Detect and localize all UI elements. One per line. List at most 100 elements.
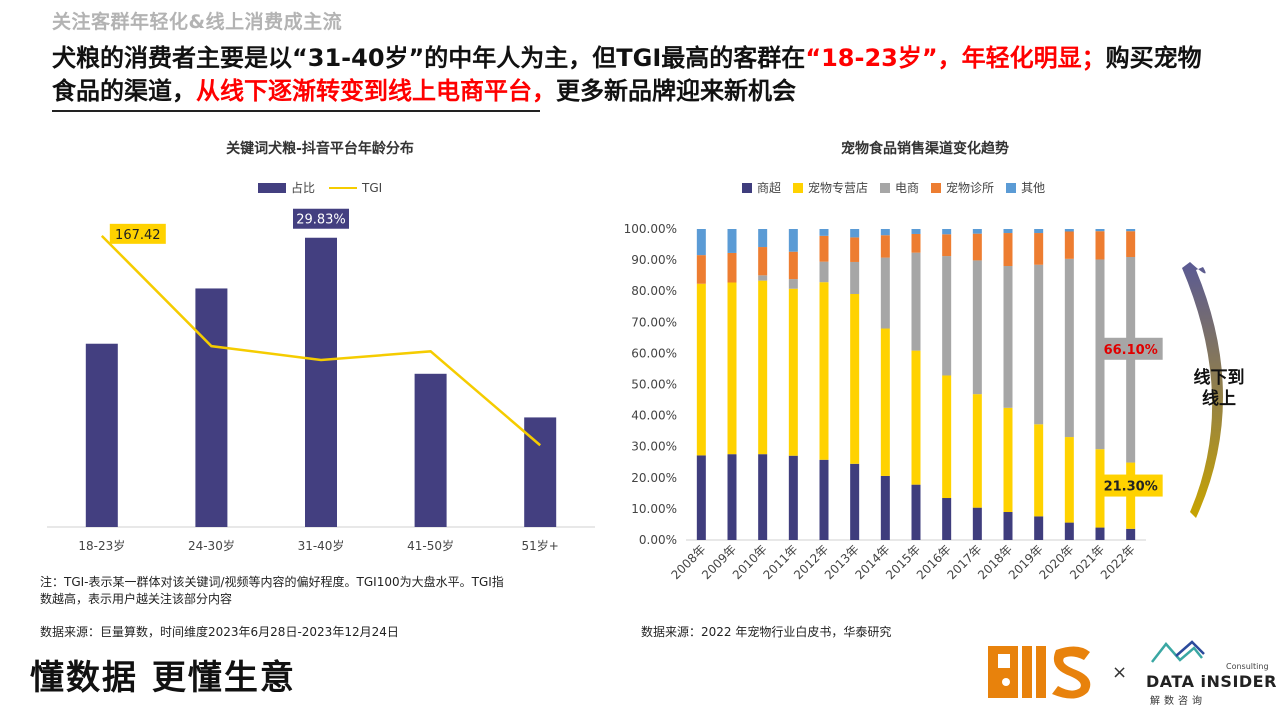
y-tick-label: 50.00% (631, 378, 677, 392)
headline-segment: 更多新品牌迎来新机会 (556, 77, 796, 105)
y-tick-label: 60.00% (631, 346, 677, 360)
stack-其他-2010年 (758, 229, 768, 248)
y-tick-label: 30.00% (631, 440, 677, 454)
stack-其他-2011年 (788, 229, 798, 252)
left-chart-legend: 占比 TGI (258, 179, 382, 196)
stack-其他-2009年 (727, 229, 737, 253)
stack-其他-2018年 (1003, 229, 1013, 234)
stack-商超-2011年 (788, 455, 798, 540)
legend-swatch (880, 182, 891, 193)
stack-宠物专营店-2014年 (880, 328, 890, 476)
pis-logo (988, 646, 1091, 699)
stack-商超-2015年 (911, 484, 921, 540)
stack-商超-2021年 (1095, 527, 1105, 540)
stack-其他-2016年 (942, 229, 952, 235)
stack-宠物专营店-2009年 (727, 282, 737, 455)
stack-宠物诊所-2022年 (1126, 231, 1136, 257)
stack-宠物专营店-2010年 (758, 280, 768, 455)
y-tick-label: 10.00% (631, 502, 677, 516)
stack-电商-2019年 (1034, 264, 1044, 425)
right-chart-source: 数据来源：2022 年宠物行业白皮书，华泰研究 (641, 625, 892, 639)
bar-41-50岁 (414, 373, 447, 527)
bar-18-23岁 (85, 343, 118, 527)
annotation-text: 线上 (1202, 388, 1236, 409)
stack-宠物诊所-2018年 (1003, 233, 1013, 267)
data-label-box (1098, 337, 1163, 360)
legend-item-电商: 电商 (880, 179, 919, 196)
stack-其他-2012年 (819, 229, 829, 236)
stack-电商-2014年 (880, 257, 890, 329)
bar-24-30岁 (195, 288, 228, 527)
slogan: 懂数据 更懂生意 (30, 658, 296, 698)
stack-其他-2008年 (696, 229, 706, 256)
stack-宠物诊所-2015年 (911, 233, 921, 253)
stack-宠物专营店-2012年 (819, 282, 829, 460)
stack-电商-2010年 (758, 275, 768, 281)
stack-宠物专营店-2015年 (911, 350, 921, 485)
stack-宠物诊所-2017年 (972, 233, 982, 261)
legend-item-bar: 占比 (258, 179, 315, 196)
curved-arrow (1182, 262, 1223, 518)
data-label: 66.10% (1104, 343, 1158, 358)
stack-其他-2021年 (1095, 229, 1105, 232)
stack-其他-2022年 (1126, 229, 1136, 232)
stack-电商-2016年 (942, 256, 952, 376)
y-tick-label: 70.00% (631, 315, 677, 329)
data-insider-logo (1151, 640, 1205, 663)
stack-商超-2010年 (758, 454, 768, 540)
data-label-box (293, 208, 349, 229)
stack-宠物专营店-2013年 (850, 293, 860, 464)
tgi-note: 注：TGI-表示某一群体对该关键词/视频等内容的偏好程度。TGI100为大盘水平… (40, 575, 504, 606)
stack-宠物专营店-2017年 (972, 394, 982, 508)
legend-label-bar: 占比 (291, 181, 316, 195)
stack-其他-2017年 (972, 229, 982, 234)
section-title: 关注客群年轻化&线上消费成主流 (52, 11, 343, 33)
stack-宠物诊所-2013年 (850, 237, 860, 262)
headline: 犬粮的消费者主要是以“31-40岁”的中年人为主，但TGI最高的客群在“18-2… (52, 42, 1212, 108)
stack-宠物诊所-2014年 (880, 235, 890, 258)
stack-宠物诊所-2012年 (819, 235, 829, 262)
headline-underline (52, 110, 540, 112)
right-chart-legend: 商超 宠物专营店 电商 宠物诊所 其他 (742, 179, 1045, 196)
stack-商超-2019年 (1034, 516, 1044, 540)
x-tick-label: 18-23岁 (78, 538, 125, 553)
stack-商超-2013年 (850, 463, 860, 540)
x-tick-label: 51岁+ (522, 538, 559, 553)
stack-其他-2019年 (1034, 229, 1044, 234)
stack-其他-2015年 (911, 229, 921, 234)
legend-swatch (793, 182, 804, 193)
stack-宠物专营店-2019年 (1034, 424, 1044, 517)
bar-51岁+ (524, 417, 557, 527)
headline-segment: 犬粮的消费者主要是以“31-40岁”的中年人为主，但TGI最高的客群在 (52, 44, 806, 72)
legend-item-其他: 其他 (1006, 179, 1045, 196)
legend-swatch-bar (258, 182, 286, 193)
stack-商超-2018年 (1003, 512, 1013, 540)
data-label: 29.83% (296, 213, 346, 228)
stack-其他-2013年 (850, 229, 860, 238)
legend-swatch (931, 182, 942, 193)
stack-宠物专营店-2011年 (788, 288, 798, 456)
stack-其他-2020年 (1064, 229, 1074, 232)
legend-swatch-line (329, 186, 358, 189)
stack-电商-2020年 (1064, 258, 1074, 438)
stack-宠物诊所-2011年 (788, 251, 798, 280)
data-label-box (109, 223, 166, 244)
bar-31-40岁 (305, 237, 337, 528)
stack-电商-2018年 (1003, 266, 1013, 408)
legend-label: 商超 (757, 181, 782, 195)
stack-电商-2013年 (850, 261, 860, 294)
legend-item-line: TGI (329, 181, 382, 195)
stack-商超-2012年 (819, 459, 829, 540)
y-tick-label: 20.00% (631, 471, 677, 485)
legend-label: 宠物诊所 (946, 181, 995, 195)
stack-电商-2011年 (788, 279, 798, 289)
stack-宠物诊所-2016年 (942, 234, 952, 257)
x-tick-label: 24-30岁 (188, 538, 235, 553)
stack-宠物专营店-2008年 (696, 283, 706, 456)
stack-商超-2008年 (696, 455, 706, 540)
stack-宠物诊所-2021年 (1095, 231, 1105, 260)
legend-item-商超: 商超 (742, 179, 781, 196)
stack-商超-2022年 (1126, 528, 1136, 540)
stack-电商-2012年 (819, 261, 829, 283)
y-tick-label: 90.00% (631, 253, 677, 267)
